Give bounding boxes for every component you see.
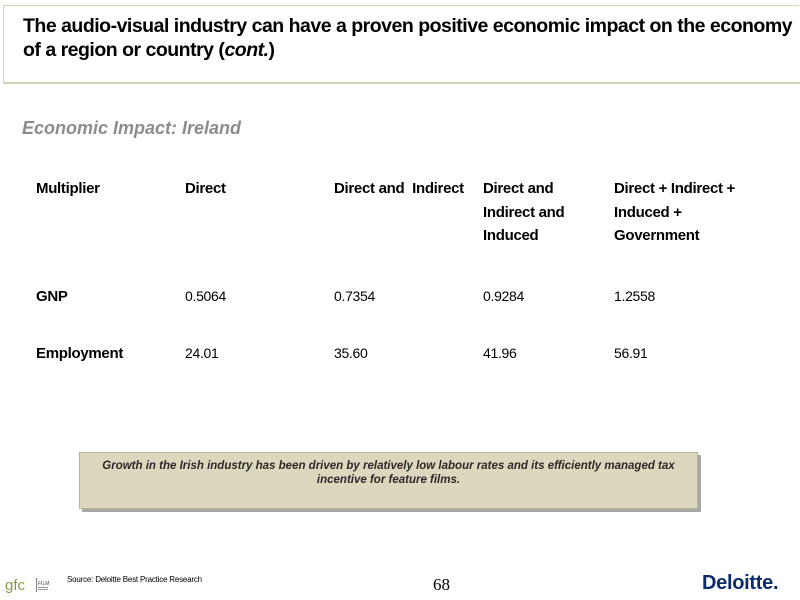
column-header-multiplier: Multiplier bbox=[36, 180, 100, 197]
row-label-employment: Employment bbox=[36, 345, 124, 362]
slide-title: The audio-visual industry can have a pro… bbox=[23, 15, 793, 61]
table-cell: 56.91 bbox=[614, 345, 648, 361]
table-cell: 1.2558 bbox=[614, 288, 656, 304]
table-cell: 0.9284 bbox=[483, 288, 525, 304]
page-number: 68 bbox=[433, 575, 450, 594]
slide-subtitle: Economic Impact: Ireland bbox=[22, 118, 242, 138]
title-frame bbox=[3, 5, 799, 82]
logo-sub: FILM bbox=[38, 581, 49, 587]
source-note: Source: Deloitte Best Practice Research bbox=[67, 575, 202, 584]
column-header-government: Direct + Indirect + Induced + Government bbox=[614, 180, 736, 244]
deloitte-logo: Deloitte. bbox=[702, 572, 779, 594]
table-cell: 0.7354 bbox=[334, 288, 376, 304]
table-cell: 41.96 bbox=[483, 345, 517, 361]
column-header-direct-indirect: Direct and Indirect bbox=[334, 180, 464, 197]
table-cell: 0.5064 bbox=[185, 288, 227, 304]
title-rule bbox=[3, 82, 800, 84]
title-cont: cont. bbox=[224, 39, 269, 61]
column-header-direct: Direct bbox=[185, 180, 226, 197]
table-cell: 24.01 bbox=[185, 345, 219, 361]
table-cell: 35.60 bbox=[334, 345, 368, 361]
logo-text: gfc bbox=[5, 577, 26, 594]
column-header-direct-indirect-induced: Direct and Indirect and Induced bbox=[483, 180, 565, 244]
row-label-gnp: GNP bbox=[36, 288, 68, 305]
gfc-film-logo: gfc FILM bbox=[5, 577, 49, 594]
note-callout: Growth in the Irish industry has been dr… bbox=[79, 452, 698, 509]
